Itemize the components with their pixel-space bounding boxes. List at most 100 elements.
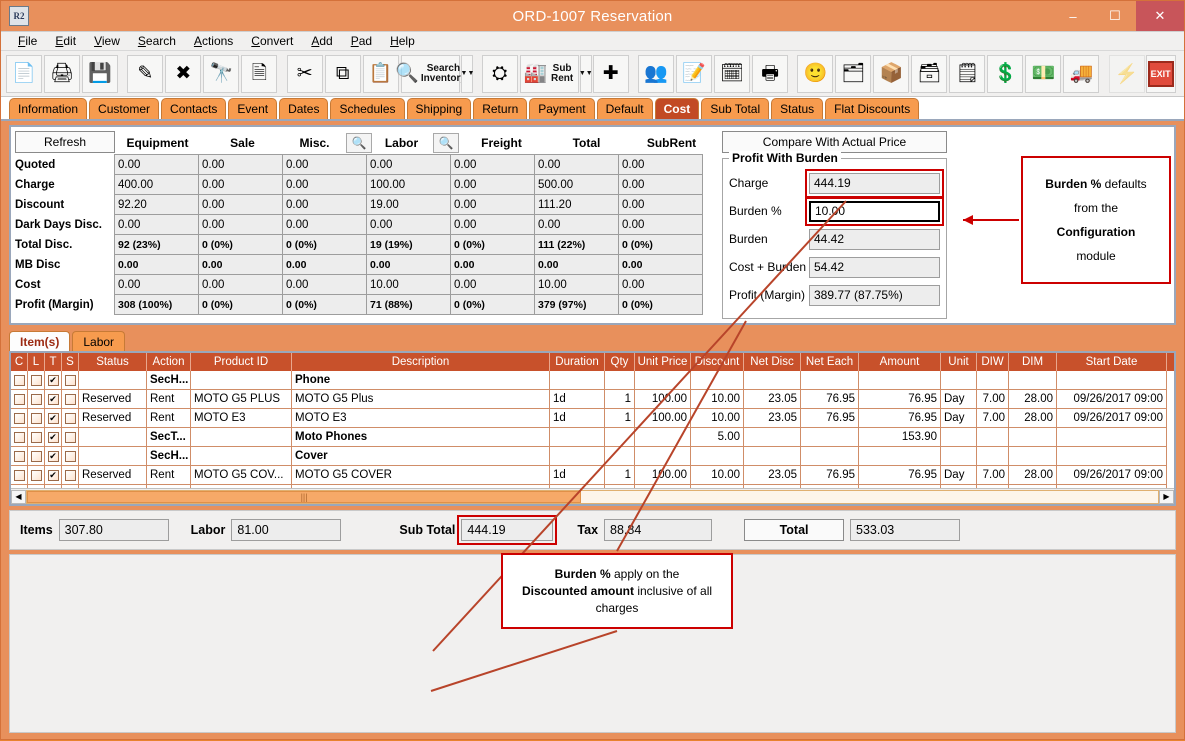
table-cell[interactable] — [941, 371, 977, 390]
cost-cell[interactable]: 0.00 — [450, 174, 535, 195]
swap-items-icon[interactable]: ⛭ — [481, 54, 518, 93]
table-cell[interactable]: 23.05 — [744, 390, 801, 409]
checkbox-s[interactable] — [64, 393, 76, 405]
cost-cell[interactable]: 0.00 — [618, 194, 703, 215]
table-cell[interactable]: MOTO G5 Plus — [292, 390, 550, 409]
menu-item-pad[interactable]: Pad — [350, 34, 373, 48]
table-cell[interactable]: 28.00 — [1009, 390, 1057, 409]
binoculars-find-icon[interactable]: 🔭 — [203, 54, 240, 93]
table-cell[interactable] — [79, 371, 147, 390]
total-button[interactable]: Total — [744, 519, 845, 541]
tab-flat-discounts[interactable]: Flat Discounts — [825, 98, 920, 119]
checkbox-cell-c[interactable] — [11, 466, 28, 485]
table-cell[interactable]: 7.00 — [977, 390, 1009, 409]
tab-sub-total[interactable]: Sub Total — [701, 98, 770, 119]
cost-cell[interactable]: 0.00 — [534, 254, 619, 275]
paste-icon[interactable]: 📋 — [362, 54, 399, 93]
menu-item-help[interactable]: Help — [390, 34, 415, 48]
checkbox-cell-s[interactable] — [62, 466, 79, 485]
table-row[interactable]: ✔ SecT... Moto Phones 5.00 153.90 — [11, 428, 1174, 447]
grid-header-t[interactable]: T — [45, 353, 62, 371]
edit-pencil-icon[interactable]: ✎ — [127, 54, 164, 93]
table-cell[interactable] — [859, 447, 941, 466]
checkbox-cell-t[interactable]: ✔ — [45, 485, 62, 488]
cost-cell[interactable]: 0.00 — [366, 214, 451, 235]
menu-item-convert[interactable]: Convert — [251, 34, 294, 48]
checkbox-c[interactable] — [13, 412, 25, 424]
horizontal-scrollbar[interactable]: ◀ ||| ▶ — [11, 488, 1174, 504]
tab-cost[interactable]: Cost — [654, 98, 700, 119]
table-cell[interactable]: SecH... — [147, 447, 191, 466]
checkbox-s[interactable] — [64, 450, 76, 462]
table-cell[interactable] — [1009, 447, 1057, 466]
cost-cell[interactable]: 0.00 — [114, 254, 199, 275]
cost-cell[interactable]: 0.00 — [618, 174, 703, 195]
table-cell[interactable]: 7.00 — [977, 485, 1009, 488]
table-cell[interactable]: 7.00 — [977, 466, 1009, 485]
delete-icon[interactable]: ✖ — [165, 54, 202, 93]
cost-cell[interactable]: 400.00 — [114, 174, 199, 195]
cost-cell[interactable]: 111.20 — [534, 194, 619, 215]
table-cell[interactable]: MOTO G5 PLUS — [191, 390, 292, 409]
table-row[interactable]: ✔ SecH... Cover — [11, 447, 1174, 466]
labor-value-field[interactable]: 81.00 — [231, 519, 342, 541]
checkbox-l[interactable] — [30, 450, 42, 462]
table-cell[interactable] — [744, 371, 801, 390]
table-cell[interactable]: Day — [941, 466, 977, 485]
grid-header-net_disc[interactable]: Net Disc — [744, 353, 801, 371]
table-cell[interactable]: 5.00 — [691, 428, 744, 447]
checkbox-c[interactable] — [13, 393, 25, 405]
table-cell[interactable] — [1009, 371, 1057, 390]
item-tab-items[interactable]: Item(s) — [9, 331, 71, 351]
grid-header-l[interactable]: L — [28, 353, 45, 371]
chevron-down-icon[interactable]: ▼▼ — [579, 54, 593, 93]
table-cell[interactable] — [691, 371, 744, 390]
tab-schedules[interactable]: Schedules — [330, 98, 405, 119]
table-cell[interactable] — [1009, 428, 1057, 447]
grid-header-product_id[interactable]: Product ID — [191, 353, 292, 371]
table-cell[interactable]: 23.05 — [744, 409, 801, 428]
cost-cell[interactable]: 0 (0%) — [198, 234, 283, 255]
cost-cell[interactable]: 0.00 — [282, 174, 367, 195]
table-cell[interactable]: 100.00 — [635, 409, 691, 428]
contacts-icon[interactable]: 👥 — [638, 54, 675, 93]
cost-cell[interactable]: 0.00 — [534, 154, 619, 175]
table-cell[interactable]: MOTO G5 COVER — [292, 466, 550, 485]
burden-field-burden[interactable]: 10.00 — [805, 196, 944, 226]
table-cell[interactable]: 76.95 — [801, 390, 859, 409]
tab-customer[interactable]: Customer — [89, 98, 160, 119]
table-cell[interactable]: Reserved — [79, 485, 147, 488]
tab-event[interactable]: Event — [228, 98, 278, 119]
table-cell[interactable]: Reserved — [79, 409, 147, 428]
table-cell[interactable]: 76.95 — [801, 466, 859, 485]
inventory-stack-icon[interactable]: 🗃 — [911, 54, 948, 93]
checkbox-cell-c[interactable] — [11, 428, 28, 447]
checkbox-cell-c[interactable] — [11, 485, 28, 488]
table-cell[interactable]: 76.95 — [801, 485, 859, 488]
checkbox-cell-s[interactable] — [62, 409, 79, 428]
table-cell[interactable]: MOTO E3 COVER — [191, 485, 292, 488]
burden-field-profit-margin[interactable]: 389.77 (87.75%) — [809, 284, 940, 306]
checkbox-cell-s[interactable] — [62, 371, 79, 390]
checkbox-cell-c[interactable] — [11, 371, 28, 390]
folder-clock-icon[interactable]: 🗂 — [835, 54, 872, 93]
table-cell[interactable]: 100.00 — [635, 466, 691, 485]
cost-cell[interactable]: 0 (0%) — [450, 234, 535, 255]
table-cell[interactable]: 10.00 — [691, 390, 744, 409]
table-cell[interactable] — [635, 447, 691, 466]
burden-field-charge[interactable]: 444.19 — [805, 168, 944, 198]
checkbox-t-checked[interactable]: ✔ — [47, 431, 59, 443]
table-cell[interactable] — [941, 428, 977, 447]
checkbox-cell-l[interactable] — [28, 447, 45, 466]
table-row[interactable]: ✔ Reserved Rent MOTO G5 PLUS MOTO G5 Plus 1d 1… — [11, 390, 1174, 409]
table-cell[interactable] — [605, 447, 635, 466]
menu-item-search[interactable]: Search — [137, 34, 176, 48]
scrollbar-track[interactable]: ||| — [26, 489, 1159, 504]
checkbox-t-checked[interactable]: ✔ — [47, 374, 59, 386]
table-cell[interactable]: 28.00 — [1009, 485, 1057, 488]
grid-header-amount[interactable]: Amount — [859, 353, 941, 371]
checkbox-c[interactable] — [13, 469, 25, 481]
checkbox-c[interactable] — [13, 374, 25, 386]
table-cell[interactable]: SecH... — [147, 371, 191, 390]
table-cell[interactable]: Rent — [147, 466, 191, 485]
